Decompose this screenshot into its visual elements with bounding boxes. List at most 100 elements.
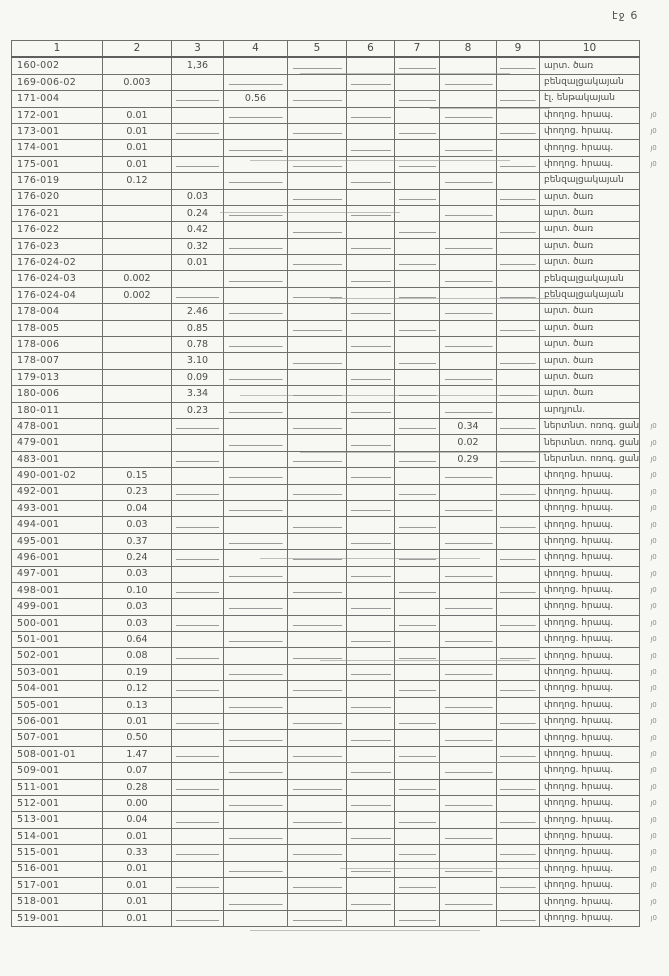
value-cell (287, 778, 347, 796)
scan-artifact (220, 212, 400, 213)
landuse-cell: փողոց. հրապ. (539, 647, 640, 665)
value-cell (439, 73, 497, 92)
value-cell (223, 286, 288, 305)
table-row: 180-006 3.34 արտ. ծառ (11, 385, 668, 403)
value-cell (223, 139, 288, 157)
value-cell (346, 696, 395, 715)
table-row: 493-001 0.04 փողոց. հրապ. յ0 (11, 499, 668, 518)
table-row: 495-001 0.37 փողոց. հրապ. յ0 (11, 532, 668, 551)
value-cell (496, 696, 540, 715)
value-cell (287, 237, 347, 256)
value-cell (223, 270, 288, 288)
value-cell (439, 811, 497, 829)
value-cell: 0.01 (102, 860, 172, 878)
value-cell (439, 368, 497, 387)
value-cell (496, 631, 540, 649)
value-cell: 3.34 (171, 385, 224, 403)
parcel-code-cell: 512-001 (11, 794, 103, 813)
landuse-cell: փողոց. հրապ. (539, 860, 640, 878)
value-cell (287, 745, 347, 764)
parcel-code-cell: 178-006 (11, 336, 103, 354)
table-row: 504-001 0.12 փողոց. հրապ. յ0 (11, 680, 668, 698)
value-cell (287, 221, 347, 239)
value-cell (439, 614, 497, 633)
value-cell (287, 499, 347, 518)
table-row: 478-001 0.34 ներտնտ. ոռոգ. ցանց յ0 (11, 417, 668, 436)
value-cell (223, 893, 288, 911)
table-row: 176-024-03 0.002 բենզալցակայան (11, 270, 668, 288)
value-cell (102, 237, 172, 256)
parcel-code-cell: 515-001 (11, 844, 103, 862)
value-cell (171, 565, 224, 583)
value-cell: 0.28 (102, 778, 172, 796)
value-cell (394, 876, 440, 895)
parcel-code-cell: 495-001 (11, 532, 103, 551)
value-cell (223, 106, 288, 124)
value-cell (394, 270, 440, 288)
value-cell (171, 598, 224, 616)
margin-mark: յ0 (650, 831, 657, 840)
value-cell (496, 860, 540, 878)
value-cell: 0.23 (171, 401, 224, 419)
value-cell (346, 106, 395, 124)
value-cell (287, 827, 347, 846)
value-cell (171, 286, 224, 305)
value-cell: 0.03 (102, 598, 172, 616)
value-cell: 0.002 (102, 270, 172, 288)
landuse-cell: փողոց. հրապ. (539, 680, 640, 698)
value-cell: 0.50 (102, 729, 172, 747)
table-row: 516-001 0.01 փողոց. հրապ. յ0 (11, 860, 668, 878)
margin-mark (640, 271, 668, 287)
value-cell (346, 139, 395, 157)
value-cell (171, 106, 224, 124)
value-cell: 0.10 (102, 581, 172, 600)
value-cell (439, 122, 497, 141)
value-cell (102, 204, 172, 223)
margin-mark (640, 402, 668, 418)
margin-mark (640, 91, 668, 107)
value-cell: 1.47 (102, 745, 172, 764)
value-cell (287, 336, 347, 354)
value-cell (102, 417, 172, 436)
value-cell (287, 614, 347, 633)
value-cell (394, 893, 440, 911)
column-header-5: 5 (287, 40, 347, 59)
value-cell (439, 467, 497, 485)
value-cell (346, 860, 395, 878)
value-cell: 0.12 (102, 172, 172, 190)
margin-mark: յ0 (650, 635, 657, 644)
value-cell (346, 663, 395, 682)
value-cell (346, 647, 395, 665)
value-cell (171, 614, 224, 633)
value-cell: 0.04 (102, 811, 172, 829)
value-cell (346, 237, 395, 256)
value-cell (496, 401, 540, 419)
value-cell: 0.01 (102, 139, 172, 157)
value-cell (394, 483, 440, 501)
value-cell (223, 73, 288, 92)
margin-mark: յ0 (650, 717, 657, 726)
value-cell (287, 876, 347, 895)
margin-mark: յ0 (650, 110, 657, 119)
value-cell (496, 368, 540, 387)
parcel-code-cell: 519-001 (11, 909, 103, 928)
column-header-4: 4 (223, 40, 288, 59)
scan-artifact (330, 298, 560, 299)
landuse-cell: արտ. ծառ (539, 254, 640, 272)
value-cell (346, 352, 395, 370)
landuse-cell: արտ. ծառ (539, 188, 640, 206)
landuse-cell: փողոց. հրապ. (539, 876, 640, 895)
table-row: 172-001 0.01 փողոց. հրապ. յ0 (11, 106, 668, 124)
value-cell (287, 73, 347, 92)
value-cell (223, 909, 288, 928)
value-cell (287, 90, 347, 108)
value-cell (394, 122, 440, 141)
landuse-cell: փողոց. հրապ. (539, 713, 640, 731)
table-row: 502-001 0.08 փողոց. հրապ. յ0 (11, 647, 668, 665)
value-cell (287, 106, 347, 124)
value-cell: 0.01 (102, 876, 172, 895)
value-cell (439, 204, 497, 223)
margin-mark: յ0 (650, 422, 657, 431)
landuse-cell: բենզալցակայան (539, 172, 640, 190)
landuse-cell: փողոց. հրապ. (539, 516, 640, 534)
